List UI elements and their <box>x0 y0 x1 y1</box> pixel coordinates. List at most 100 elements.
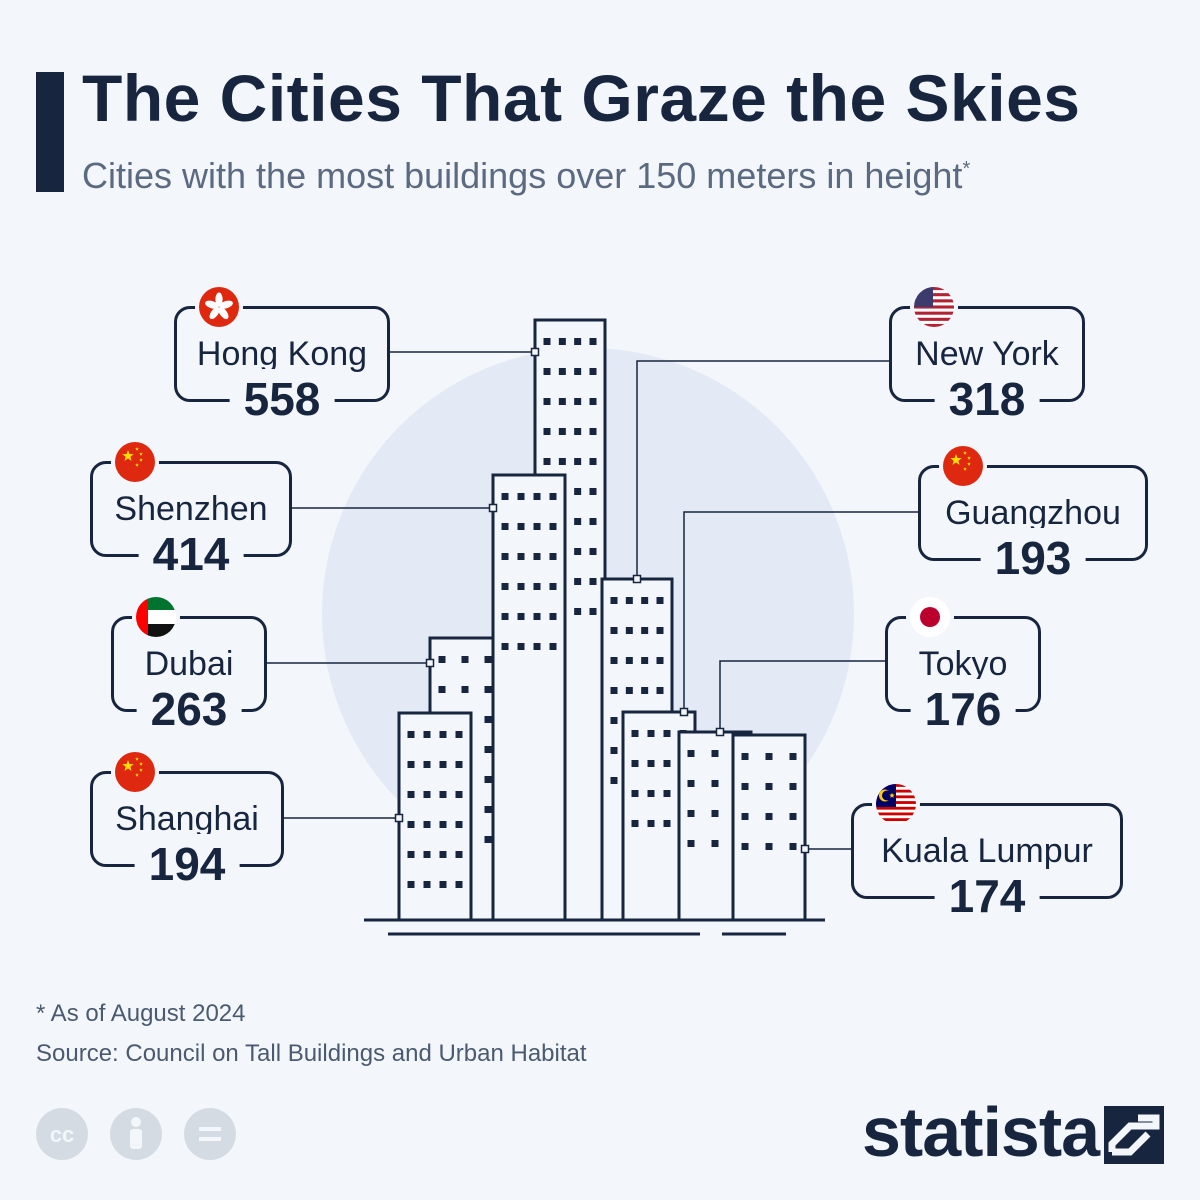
building-count: 174 <box>934 866 1040 926</box>
tower-window <box>439 821 447 828</box>
tower-window <box>439 791 447 798</box>
attribution-icon[interactable] <box>110 1108 162 1160</box>
cc-icon[interactable]: cc <box>36 1108 88 1160</box>
ground-lines <box>364 918 825 936</box>
tower-window <box>625 687 633 694</box>
svg-text:cc: cc <box>50 1122 74 1147</box>
tower-window <box>589 368 597 375</box>
tower-window <box>423 851 431 858</box>
building-count: 414 <box>138 524 244 584</box>
city-name: Kuala Lumpur <box>881 832 1093 870</box>
tower-window <box>517 553 525 560</box>
tower-window <box>461 656 469 663</box>
tower-window <box>574 428 582 435</box>
tower-window <box>558 368 566 375</box>
tower-window <box>501 523 509 530</box>
connector-lines <box>267 347 918 854</box>
tower-window <box>656 687 664 694</box>
tower-window <box>533 583 541 590</box>
tower-window <box>543 338 551 345</box>
china-flag-icon <box>943 446 983 486</box>
tower-window <box>533 493 541 500</box>
city-label-tokyo: Tokyo 176 <box>885 597 1041 739</box>
tower-window <box>533 613 541 620</box>
tower-window <box>574 608 582 615</box>
connector-line <box>719 660 885 732</box>
city-label-dubai: Dubai 263 <box>111 597 267 739</box>
tower-window <box>663 820 671 827</box>
tower-window <box>711 780 719 787</box>
connector-dot <box>394 813 404 823</box>
tower-window <box>574 578 582 585</box>
tower-window <box>574 368 582 375</box>
tower-window <box>741 813 749 820</box>
tower-outline <box>731 733 807 922</box>
tower-window <box>765 753 773 760</box>
tower-kuala-lumpur <box>731 733 807 922</box>
tower-window <box>574 458 582 465</box>
tower-window <box>687 780 695 787</box>
tower-window <box>549 583 557 590</box>
tower-window <box>423 761 431 768</box>
building-count: 318 <box>934 369 1040 429</box>
tower-window <box>423 791 431 798</box>
connector-line <box>683 511 918 712</box>
tower-window <box>558 428 566 435</box>
tower-window <box>589 518 597 525</box>
tower-window <box>610 597 618 604</box>
tower-window <box>610 627 618 634</box>
tower-window <box>765 783 773 790</box>
hong-kong-flag-icon <box>199 287 239 327</box>
tower-window <box>574 488 582 495</box>
tower-window <box>574 338 582 345</box>
tower-window <box>407 731 415 738</box>
tower-window <box>765 813 773 820</box>
tower-window <box>439 851 447 858</box>
tower-window <box>625 627 633 634</box>
tower-window <box>647 820 655 827</box>
building-count: 193 <box>980 528 1086 588</box>
tower-window <box>641 687 649 694</box>
building-count: 194 <box>134 834 240 894</box>
tower-window <box>589 548 597 555</box>
tower-window <box>711 810 719 817</box>
connector-dot <box>800 844 810 854</box>
tower-window <box>641 657 649 664</box>
statista-logo-icon <box>1104 1106 1164 1164</box>
tower-window <box>423 821 431 828</box>
tower-window <box>631 760 639 767</box>
tower-window <box>589 398 597 405</box>
tower-window <box>484 776 492 783</box>
tower-window <box>656 597 664 604</box>
tower-window <box>549 493 557 500</box>
no-derivatives-icon[interactable] <box>184 1108 236 1160</box>
tower-shanghai <box>397 711 473 922</box>
tower-window <box>484 716 492 723</box>
tower-window <box>549 613 557 620</box>
city-label-shanghai: Shanghai 194 <box>90 752 284 894</box>
tower-window <box>517 583 525 590</box>
title-accent-bar <box>36 72 64 192</box>
tower-window <box>455 821 463 828</box>
buildings-group <box>397 318 807 922</box>
tower-window <box>625 657 633 664</box>
tower-window <box>589 608 597 615</box>
tower-window <box>501 583 509 590</box>
tower-window <box>711 840 719 847</box>
city-name: New York <box>915 335 1059 373</box>
tower-window <box>558 398 566 405</box>
tower-window <box>543 368 551 375</box>
tower-window <box>501 553 509 560</box>
tower-window <box>631 820 639 827</box>
tower-window <box>789 783 797 790</box>
uae-flag-icon <box>136 597 176 637</box>
tower-window <box>543 458 551 465</box>
tower-window <box>455 851 463 858</box>
tower-outline <box>397 711 473 922</box>
tower-window <box>574 548 582 555</box>
tower-window <box>484 836 492 843</box>
tower-window <box>484 656 492 663</box>
tower-window <box>647 760 655 767</box>
statista-logo-text[interactable]: statista <box>862 1093 1100 1171</box>
